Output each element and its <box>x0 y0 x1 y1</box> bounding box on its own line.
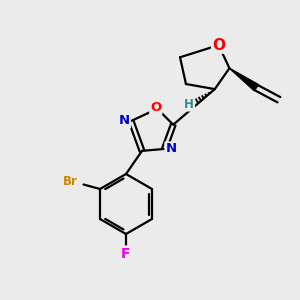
Text: N: N <box>165 142 177 155</box>
Text: O: O <box>212 38 225 52</box>
Polygon shape <box>230 68 259 91</box>
Text: F: F <box>121 247 131 260</box>
Text: H: H <box>184 98 194 111</box>
Text: N: N <box>119 115 130 128</box>
Text: O: O <box>150 101 161 114</box>
Text: Br: Br <box>63 175 78 188</box>
